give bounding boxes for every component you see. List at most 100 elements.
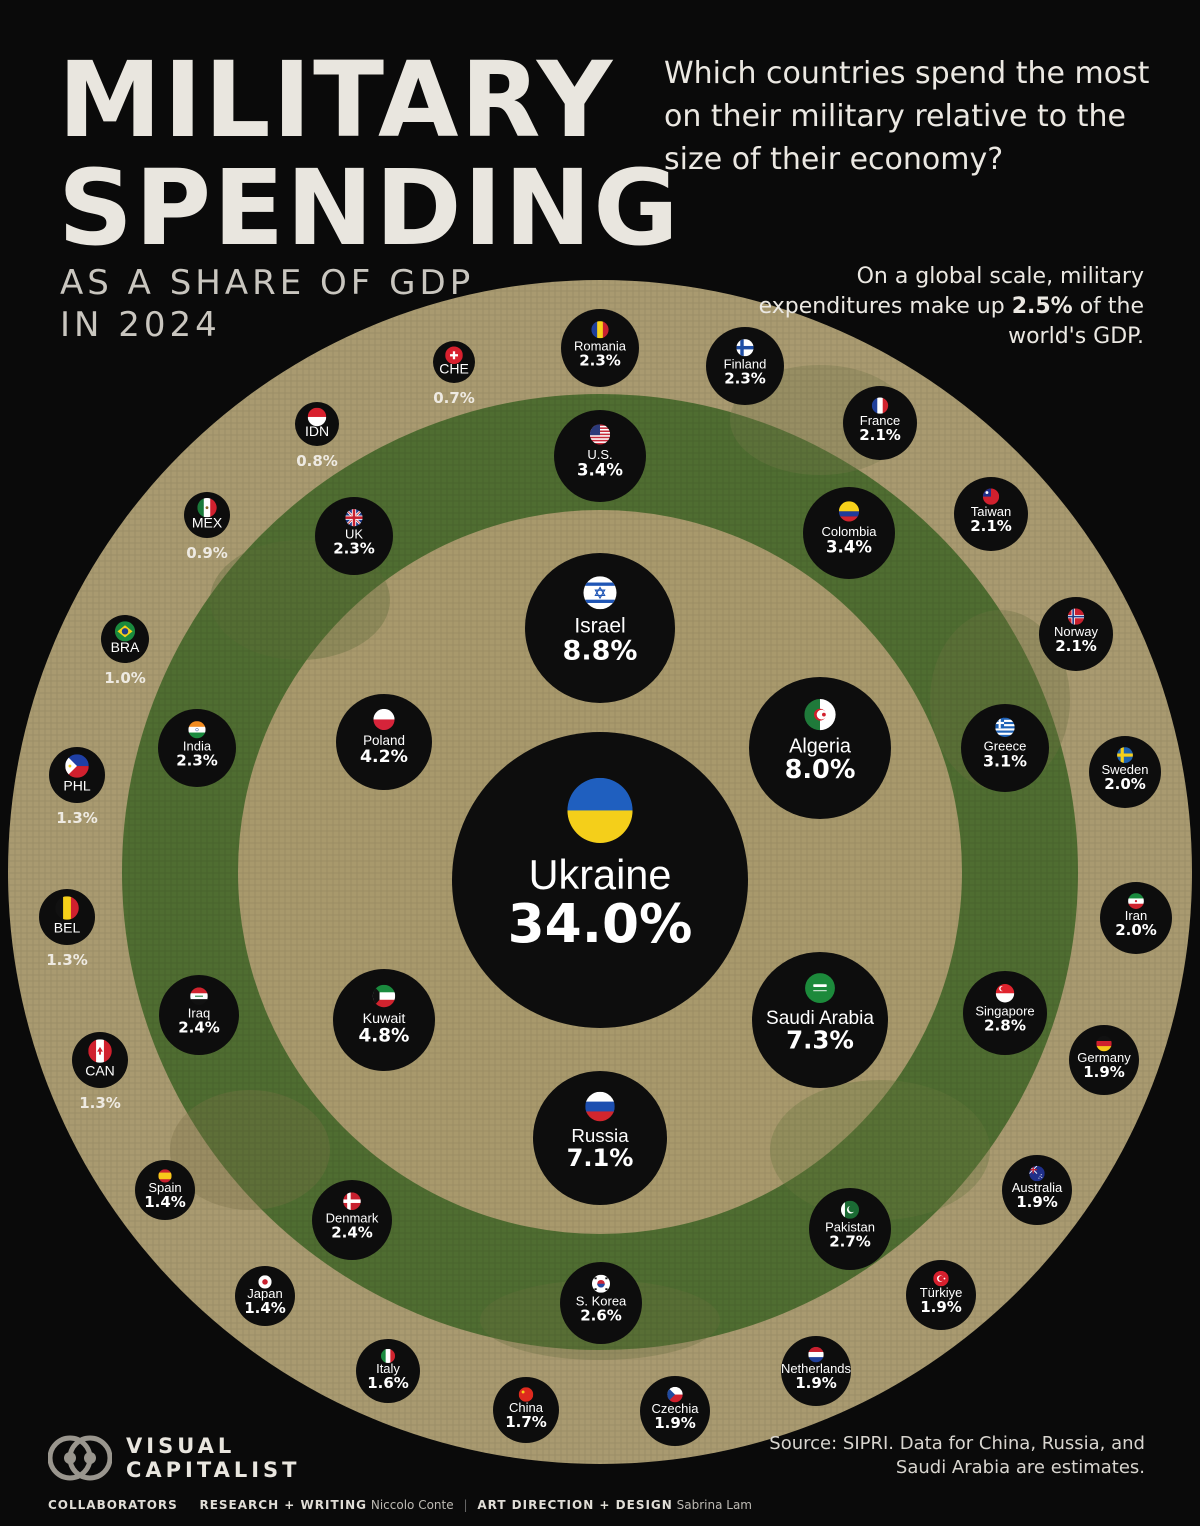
country-value-s-korea: 2.6% [580,1306,622,1324]
country-name-denmark: Denmark [326,1210,379,1225]
flag-turkiye-icon [933,1270,949,1287]
bubble-circle-colombia [803,487,895,579]
bubble-circle-poland [336,694,432,790]
subtitle-line-1: AS A SHARE OF GDP [60,263,475,303]
country-name-mex: MEX [192,515,223,531]
art-direction-name: Sabrina Lam [676,1498,752,1512]
bubble-che: CHE 0.7% [433,341,475,407]
bubble-circle-japan [235,1266,295,1326]
country-name-taiwan: Taiwan [971,504,1011,519]
country-value-phl: 1.3% [56,809,98,827]
country-name-saudi-arabia: Saudi Arabia [766,1008,874,1029]
bubble-circle-czechia [640,1376,710,1446]
question-text: Which countries spend the most on their … [664,56,1150,177]
country-name-phl: PHL [63,777,90,793]
country-name-finland: Finland [724,356,767,371]
country-name-japan: Japan [247,1286,282,1301]
art-direction-label: ART DIRECTION + DESIGN [477,1498,673,1512]
bubble-circle-germany [1069,1025,1139,1095]
flag-taiwan-icon [982,488,1000,505]
flag-romania-icon [591,321,609,339]
flag-italy-icon [380,1348,396,1363]
country-value-israel: 8.8% [563,636,638,667]
bubble-circle-t-rkiye [906,1260,976,1330]
country-name-france: France [860,413,900,428]
country-value-colombia: 3.4% [826,537,872,556]
bubble-circle-algeria [749,677,891,819]
country-value-italy: 1.6% [367,1374,409,1392]
bubble-bra: BRA 1.0% [101,615,149,687]
flag-philippines-icon [65,754,89,778]
country-value-t-rkiye: 1.9% [920,1298,962,1316]
country-name-india: India [183,738,212,753]
flag-poland-icon [373,708,395,731]
flag-indonesia-icon [307,407,327,427]
bubble-circle-russia [533,1071,667,1205]
country-name-idn: IDN [305,423,329,439]
research-name: Niccolo Conte [370,1498,454,1512]
flag-belgium-icon [55,896,79,920]
country-value-denmark: 2.4% [331,1223,373,1241]
flag-australia-icon [1029,1165,1045,1182]
bubble-circle-israel [525,553,675,703]
country-value-india: 2.3% [176,751,218,769]
bubble-circle-denmark [312,1180,392,1260]
country-value-japan: 1.4% [244,1299,286,1317]
bubble-circle-iraq [159,975,239,1055]
bubble-circle-france [843,386,917,460]
country-value-taiwan: 2.1% [970,517,1012,535]
country-value-algeria: 8.0% [785,755,856,785]
country-value-iraq: 2.4% [178,1018,220,1036]
flag-denmark-icon [343,1192,361,1210]
source-note: Source: SIPRI. Data for China, Russia, a… [769,1433,1145,1478]
flag-pakistan-icon [840,1200,860,1219]
country-value-netherlands: 1.9% [795,1374,837,1392]
logo-text-capitalist: CAPITALIST [126,1458,301,1482]
country-name-can: CAN [85,1062,115,1078]
country-name-algeria: Algeria [789,735,852,757]
country-value-poland: 4.2% [360,747,408,767]
bubble-circle-pakistan [809,1188,891,1270]
country-name-che: CHE [439,361,469,377]
country-value-mex: 0.9% [186,544,228,562]
country-value-uk: 2.3% [333,539,375,557]
country-name-ukraine: Ukraine [529,851,672,898]
flag-india-icon [188,721,206,739]
bubble-mex: MEX 0.9% [184,492,230,562]
flag-israel-icon [583,576,617,610]
flag-norway-icon [1067,608,1085,625]
bubble-circle-kuwait [333,969,435,1071]
country-name-singapore: Singapore [975,1004,1034,1019]
bubble-circle-china [493,1377,559,1443]
country-value-kuwait: 4.8% [359,1025,410,1046]
country-name-pakistan: Pakistan [825,1219,875,1234]
country-name-kuwait: Kuwait [363,1011,406,1027]
country-name-sweden: Sweden [1102,762,1149,777]
country-name-spain: Spain [148,1180,181,1195]
country-name-u-s: U.S. [587,447,612,462]
country-value-can: 1.3% [79,1094,121,1112]
country-name-colombia: Colombia [822,524,878,539]
title-line-1: MILITARY [58,39,615,161]
flag-canada-icon [88,1039,112,1063]
country-name-iraq: Iraq [188,1005,210,1020]
country-name-greece: Greece [984,739,1027,754]
flag-germany-icon [1096,1035,1112,1052]
bubble-circle-iran [1100,882,1172,954]
flag-spain-icon [158,1169,172,1183]
country-value-idn: 0.8% [296,452,338,470]
flag-colombia-icon [838,501,860,522]
